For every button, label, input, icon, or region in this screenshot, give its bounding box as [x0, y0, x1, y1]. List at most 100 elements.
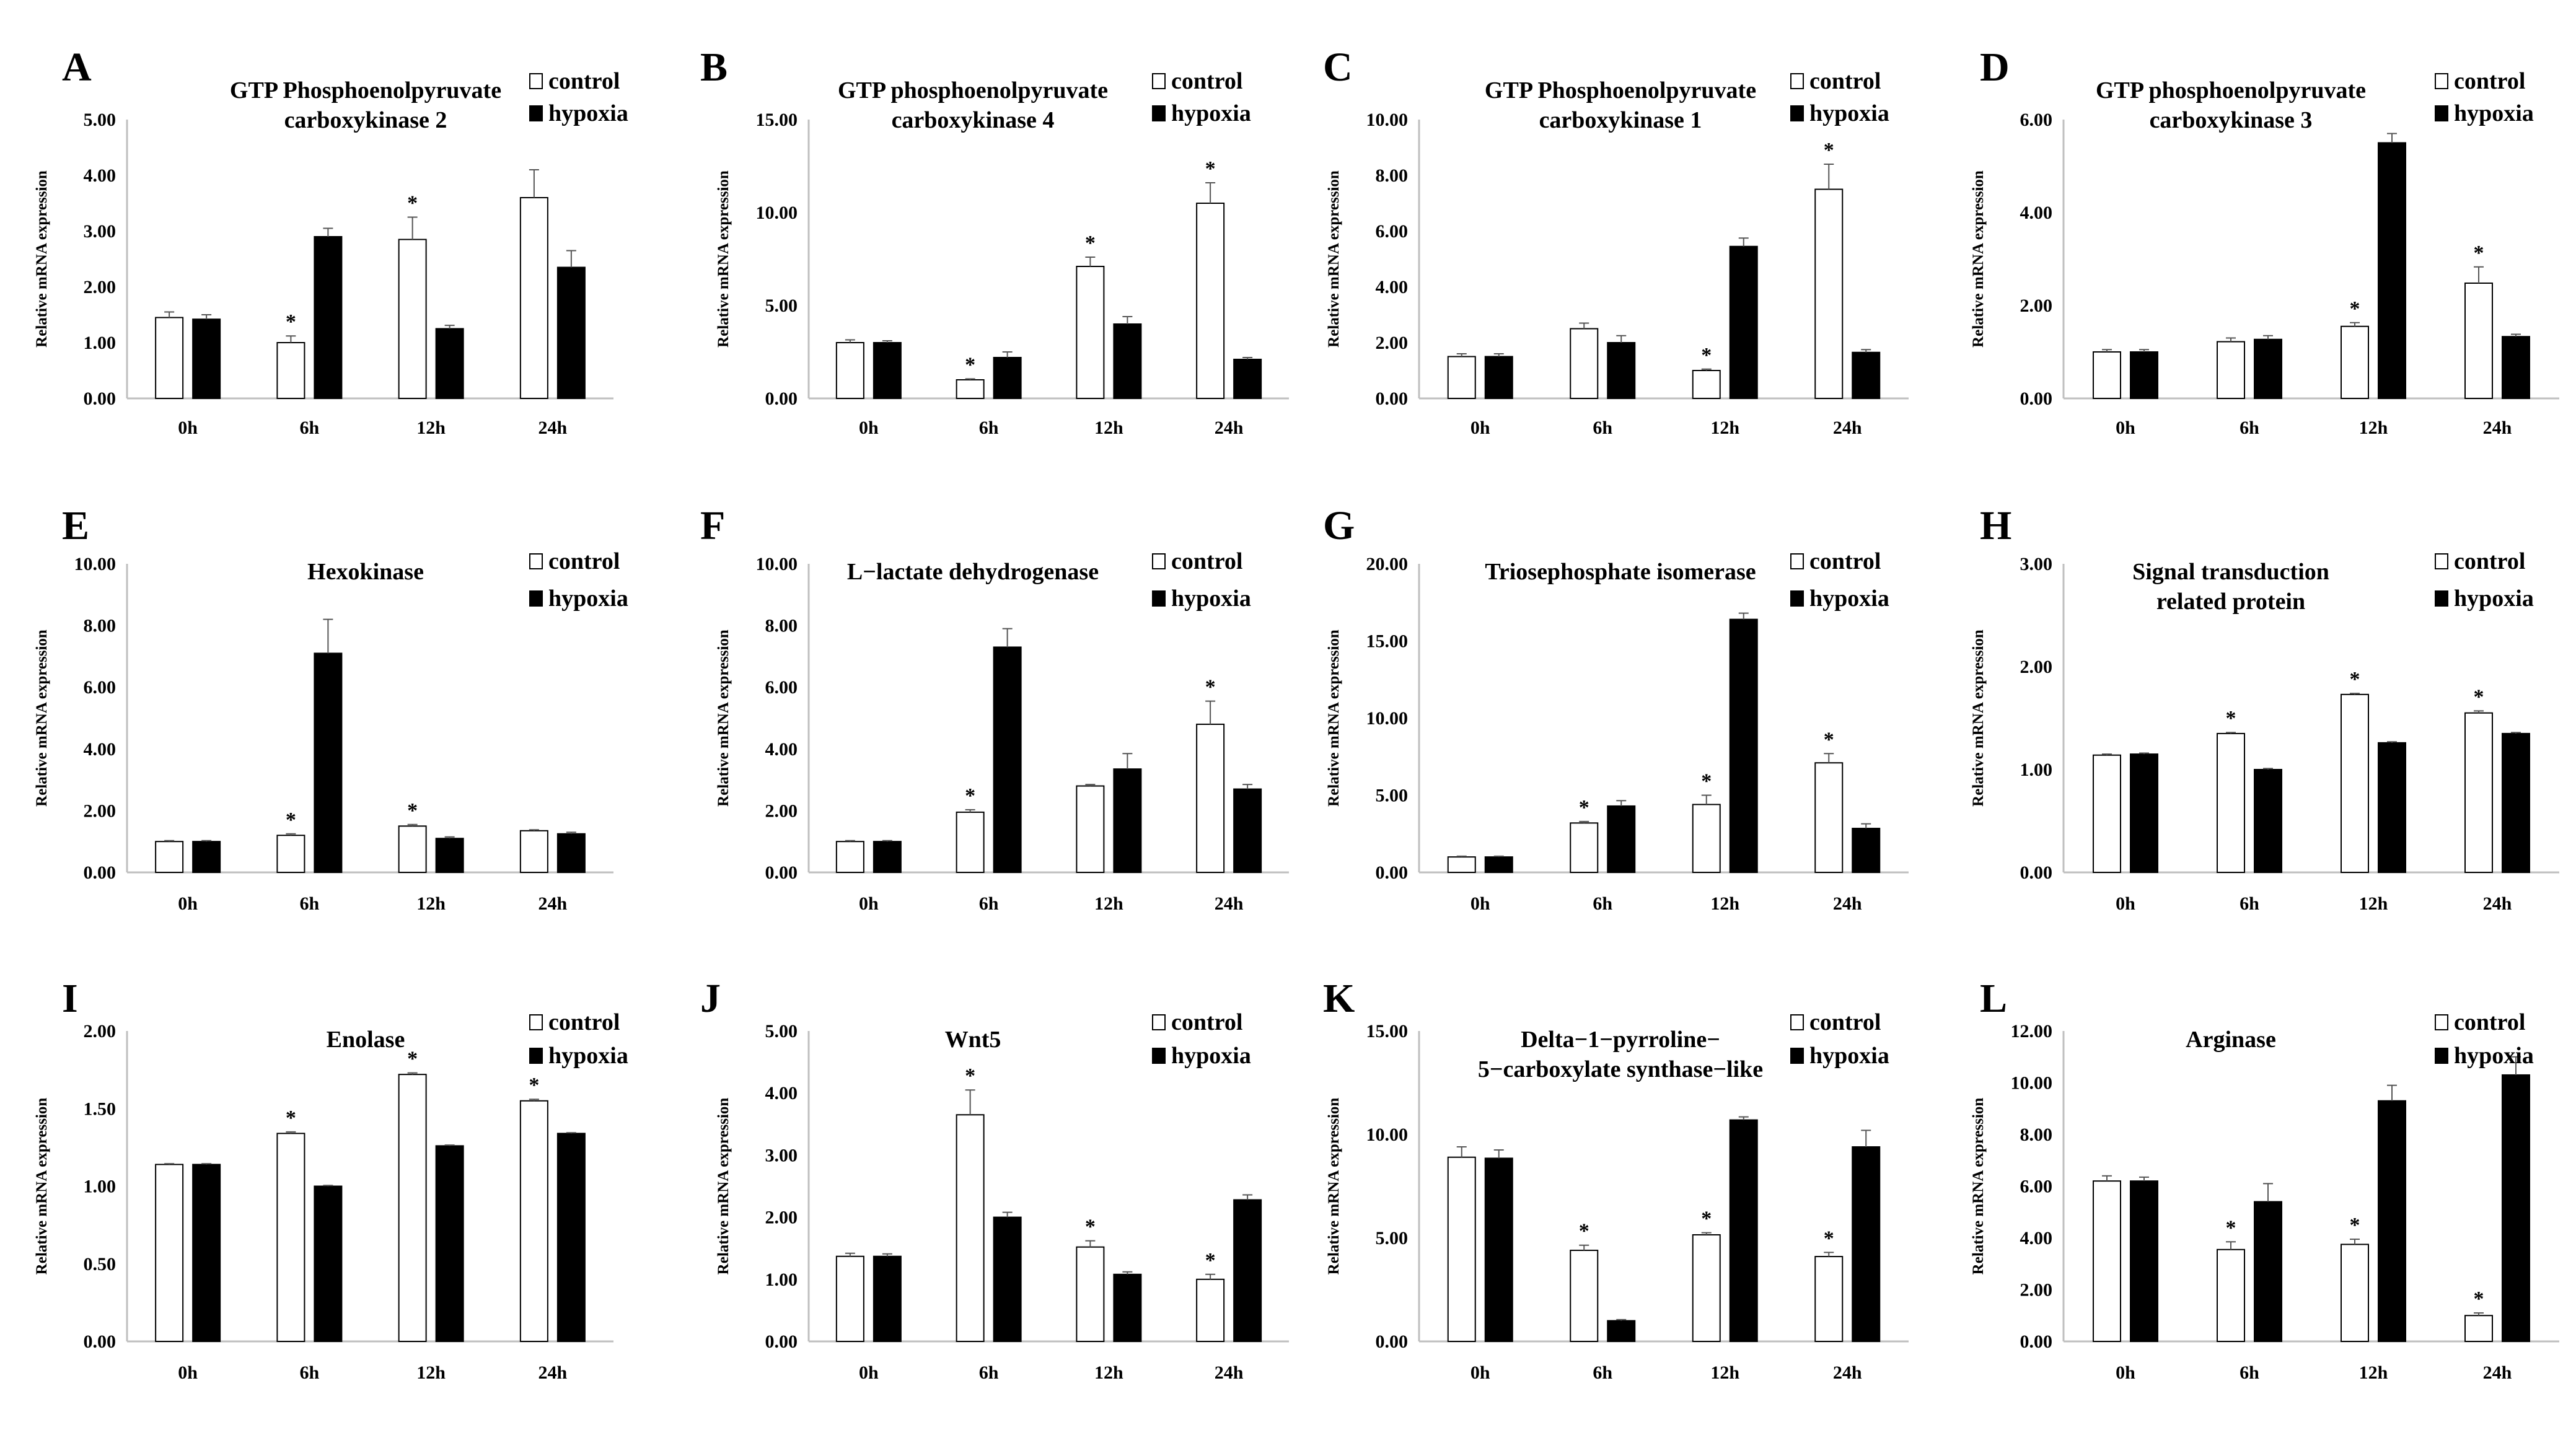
y-axis-label: Relative mRNA expression — [33, 170, 50, 348]
y-tick-label: 0.00 — [1376, 1331, 1409, 1352]
y-tick-label: 15.00 — [1366, 1021, 1409, 1042]
legend-swatch-control — [1790, 1014, 1804, 1030]
category-label: 24h — [538, 1362, 568, 1383]
control-bar — [2341, 1244, 2369, 1342]
y-tick-label: 0.00 — [2020, 1331, 2053, 1352]
legend-label-control: control — [2454, 1009, 2525, 1035]
legend-swatch-control — [1152, 553, 1166, 569]
y-tick-label: 5.00 — [1376, 786, 1409, 806]
legend-swatch-hypoxia — [1790, 590, 1804, 607]
control-bar — [1447, 1156, 1476, 1342]
legend-swatch-hypoxia — [2435, 105, 2448, 121]
chart-title: Hexokinase — [307, 559, 424, 585]
category-label: 12h — [2359, 893, 2388, 914]
y-tick-label: 8.00 — [765, 616, 798, 636]
hypoxia-bar — [2130, 1180, 2158, 1343]
category-label: 6h — [979, 1362, 999, 1383]
legend-swatch-control — [1152, 73, 1166, 89]
y-tick-label: 3.00 — [84, 221, 116, 242]
y-tick-label: 0.00 — [765, 388, 798, 409]
significance-star: * — [965, 1064, 975, 1087]
chart-title: Enolase — [327, 1027, 405, 1053]
category-label: 24h — [1833, 1362, 1862, 1383]
chart-title: carboxykinase 1 — [1539, 107, 1702, 133]
y-tick-label: 0.00 — [84, 862, 116, 883]
y-axis-label: Relative mRNA expression — [1325, 629, 1342, 807]
hypoxia-bar — [556, 1133, 586, 1342]
category-label: 12h — [416, 893, 446, 914]
panel-g: G Triosephosphate isomerase 0.00 5.00 10.00 1… — [1323, 503, 1909, 914]
category-label: 24h — [538, 418, 568, 438]
panel-letter: D — [1980, 45, 2010, 90]
panel-letter: B — [700, 45, 728, 90]
legend-label-hypoxia: hypoxia — [2454, 100, 2534, 126]
category-label: 0h — [1470, 418, 1490, 438]
y-tick-label: 2.00 — [84, 1021, 116, 1042]
category-label: 6h — [300, 893, 320, 914]
legend-label-control: control — [1809, 1009, 1881, 1035]
control-bar — [398, 1074, 427, 1342]
panel-a: A GTP Phosphoenolpyruvate carboxykinase 2 0… — [33, 45, 628, 438]
control-bar — [2217, 1248, 2245, 1342]
y-tick-label: 10.00 — [1366, 1125, 1409, 1145]
hypoxia-bar — [2254, 1201, 2282, 1343]
panel-f: F L−lactate dehydrogenase 0.00 2.00 4.00 6.00… — [700, 503, 1289, 914]
significance-star: * — [965, 784, 975, 807]
y-tick-label: 0.00 — [765, 862, 798, 883]
control-bar — [276, 1133, 306, 1342]
legend-swatch-hypoxia — [2435, 590, 2448, 607]
hypoxia-bar — [1113, 768, 1142, 874]
hypoxia-bar — [1607, 1320, 1636, 1343]
hypoxia-bar — [993, 357, 1022, 399]
category-label: 12h — [1710, 893, 1739, 914]
y-tick-label: 6.00 — [2020, 110, 2053, 130]
category-label: 12h — [1710, 418, 1739, 438]
control-bar — [1692, 804, 1721, 873]
hypoxia-bar — [1607, 342, 1636, 399]
y-tick-label: 1.50 — [84, 1099, 116, 1119]
control-bar — [2217, 341, 2245, 399]
chart-title: GTP Phosphoenolpyruvate — [1485, 77, 1756, 103]
control-bar — [276, 342, 306, 399]
hypoxia-bar — [873, 841, 902, 873]
y-axis-label: Relative mRNA expression — [715, 629, 732, 807]
y-tick-label: 2.00 — [84, 277, 116, 297]
panel-e: E Hexokinase 0.00 2.00 4.00 6.00 8.00 10.00 Rela… — [33, 503, 628, 914]
hypoxia-bar — [556, 266, 586, 399]
hypoxia-bar — [314, 652, 343, 874]
panel-b: B GTP phosphoenolpyruvate carboxykinase 4 0… — [700, 45, 1289, 438]
legend-label-hypoxia: hypoxia — [1171, 100, 1251, 126]
category-label: 6h — [300, 418, 320, 438]
hypoxia-bar — [192, 318, 221, 400]
significance-star: * — [2226, 707, 2236, 730]
y-tick-label: 5.00 — [765, 1021, 798, 1042]
legend-label-control: control — [1171, 548, 1242, 574]
category-label: 0h — [859, 418, 879, 438]
significance-star: * — [1085, 1216, 1096, 1239]
category-label: 24h — [1215, 893, 1244, 914]
legend-swatch-control — [2435, 1014, 2448, 1030]
y-tick-label: 8.00 — [2020, 1125, 2053, 1145]
y-axis-label: Relative mRNA expression — [1970, 170, 1987, 348]
significance-star: * — [1701, 770, 1712, 793]
significance-star: * — [1824, 728, 1834, 751]
y-axis-label: Relative mRNA expression — [715, 170, 732, 348]
legend-swatch-control — [1152, 1014, 1166, 1030]
y-tick-label: 5.00 — [84, 110, 116, 130]
legend-label-control: control — [1171, 1009, 1242, 1035]
control-bar — [519, 830, 548, 874]
control-bar — [1814, 188, 1844, 399]
legend-swatch-hypoxia — [1790, 105, 1804, 121]
significance-star: * — [1205, 1249, 1216, 1272]
hypoxia-bar — [192, 1164, 221, 1343]
panel-letter: J — [700, 976, 721, 1021]
y-tick-label: 4.00 — [84, 165, 116, 186]
y-tick-label: 4.00 — [765, 739, 798, 760]
chart-title: GTP Phosphoenolpyruvate — [230, 77, 501, 103]
control-bar — [956, 1114, 985, 1343]
category-label: 6h — [1593, 418, 1612, 438]
legend-swatch-hypoxia — [529, 590, 543, 607]
significance-star: * — [407, 799, 418, 822]
legend-swatch-hypoxia — [1152, 105, 1166, 121]
significance-star: * — [1701, 344, 1712, 367]
